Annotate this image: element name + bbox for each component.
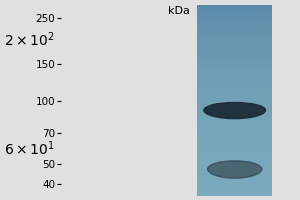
Ellipse shape [208,161,262,178]
Ellipse shape [204,103,266,119]
Text: kDa: kDa [168,6,190,16]
